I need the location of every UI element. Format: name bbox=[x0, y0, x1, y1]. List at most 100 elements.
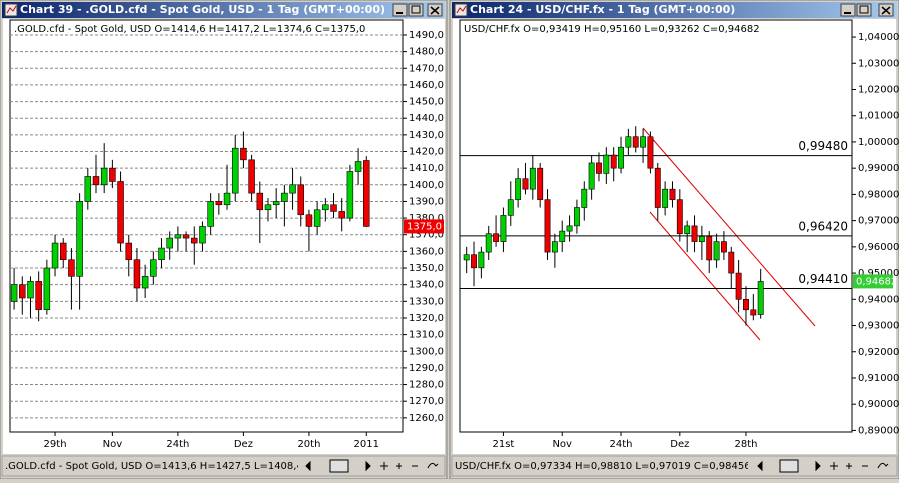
candle-body bbox=[478, 251, 485, 269]
y-tick-label: 1480,0 bbox=[409, 47, 444, 58]
candle-body bbox=[100, 167, 108, 186]
candle-body bbox=[84, 176, 92, 202]
candle-body bbox=[618, 146, 624, 169]
x-tick-label: Nov bbox=[103, 439, 123, 450]
y-tick-label: 1440,0 bbox=[409, 113, 444, 124]
candle-body bbox=[125, 242, 133, 261]
candle-body bbox=[215, 201, 223, 206]
candle-body bbox=[471, 254, 477, 269]
y-tick-label: 0,97000 bbox=[858, 216, 899, 227]
candle-body bbox=[706, 236, 713, 261]
candle-body bbox=[544, 199, 551, 253]
y-tick-label: 1430,0 bbox=[409, 130, 444, 141]
y-tick-label: 0,92000 bbox=[858, 347, 899, 358]
candle-body bbox=[59, 242, 67, 261]
window-buttons[interactable] bbox=[392, 3, 894, 17]
candle-body bbox=[289, 184, 296, 194]
candle-body bbox=[566, 225, 573, 232]
y-tick-label: 1280,0 bbox=[409, 380, 444, 391]
level-label: 0,99480 bbox=[798, 139, 848, 153]
candle-body bbox=[691, 225, 698, 242]
candle-body bbox=[92, 176, 100, 186]
candle-body bbox=[632, 136, 639, 148]
title-bar[interactable] bbox=[2, 2, 445, 18]
candle-body bbox=[507, 199, 514, 216]
candle-body bbox=[133, 259, 141, 289]
candle-body bbox=[684, 225, 691, 235]
candle-body bbox=[191, 237, 198, 244]
y-tick-label: 0,99000 bbox=[858, 163, 899, 174]
status-text: .GOLD.cfd - Spot Gold, USD O=1413,6 H=14… bbox=[5, 461, 310, 472]
y-tick-label: 1290,0 bbox=[409, 363, 444, 374]
x-tick-label: Dez bbox=[670, 439, 689, 450]
candle-body bbox=[68, 259, 75, 277]
candle-body bbox=[485, 233, 492, 253]
candle-body bbox=[743, 298, 749, 311]
title-bar[interactable] bbox=[452, 2, 897, 18]
candle-body bbox=[551, 241, 558, 253]
last-price-box bbox=[853, 274, 893, 289]
candle-body bbox=[515, 178, 522, 200]
candle-body bbox=[728, 251, 735, 274]
candle-body bbox=[305, 214, 313, 227]
candle-body bbox=[43, 267, 51, 310]
y-tick-label: 1,00000 bbox=[858, 137, 899, 148]
candle-body bbox=[166, 237, 173, 249]
candle-body bbox=[158, 247, 165, 261]
level-label: 0,96420 bbox=[798, 219, 848, 233]
candle-body bbox=[669, 188, 676, 200]
y-tick-label: 1,04000 bbox=[858, 32, 899, 43]
candle-body bbox=[559, 230, 566, 242]
candle-body bbox=[346, 171, 354, 219]
candle-body bbox=[330, 204, 337, 212]
candle-body bbox=[720, 241, 727, 253]
candle-body bbox=[529, 167, 536, 190]
candle-body bbox=[117, 181, 124, 244]
candle-body bbox=[27, 281, 34, 299]
candle-body bbox=[174, 234, 182, 239]
window-title: Chart 39 - .GOLD.cfd - Spot Gold, USD - … bbox=[20, 3, 385, 16]
candle-body bbox=[35, 281, 42, 310]
candle-body bbox=[322, 204, 329, 211]
x-tick-label: 2011 bbox=[354, 439, 379, 450]
chart-area bbox=[3, 19, 445, 454]
y-tick-label: 1330,0 bbox=[409, 296, 444, 307]
candle-body bbox=[676, 199, 683, 235]
candle-body bbox=[264, 204, 272, 211]
y-tick-label: 1350,0 bbox=[409, 263, 444, 274]
y-tick-label: 1,02000 bbox=[858, 84, 899, 95]
candle-body bbox=[281, 192, 288, 202]
candle-body bbox=[750, 309, 757, 316]
status-controls[interactable] bbox=[305, 459, 889, 473]
candle-body bbox=[500, 215, 507, 242]
candle-body bbox=[625, 136, 632, 148]
candle-body bbox=[76, 201, 83, 277]
candle-body bbox=[207, 201, 214, 227]
y-tick-label: 1390,0 bbox=[409, 196, 444, 207]
candle-body bbox=[757, 281, 764, 315]
candle-body bbox=[654, 167, 661, 208]
title-icons bbox=[4, 3, 468, 17]
y-tick-label: 1300,0 bbox=[409, 346, 444, 357]
candle-body bbox=[581, 188, 588, 208]
y-tick-label: 1260,0 bbox=[409, 413, 444, 424]
candle-body bbox=[182, 234, 190, 239]
last-price-label: 0,94682 bbox=[856, 276, 897, 287]
plot-frame bbox=[459, 19, 853, 433]
candle-body bbox=[713, 241, 720, 261]
status-text: USD/CHF.fx O=0,97334 H=0,98810 L=0,97019… bbox=[455, 461, 751, 472]
y-tick-label: 0,89000 bbox=[858, 425, 899, 436]
candle-body bbox=[51, 242, 59, 269]
y-tick-label: 1420,0 bbox=[409, 147, 444, 158]
candle-body bbox=[10, 284, 18, 302]
y-tick-label: 1,03000 bbox=[858, 58, 899, 69]
candle-body bbox=[231, 147, 239, 194]
y-tick-label: 0,93000 bbox=[858, 321, 899, 332]
y-tick-label: 1490,0 bbox=[409, 30, 444, 41]
y-tick-label: 1470,0 bbox=[409, 63, 444, 74]
plot-frame bbox=[9, 19, 404, 433]
x-tick-label: 24th bbox=[610, 439, 633, 450]
y-tick-label: 1320,0 bbox=[409, 313, 444, 324]
y-tick-label: 1400,0 bbox=[409, 180, 444, 191]
